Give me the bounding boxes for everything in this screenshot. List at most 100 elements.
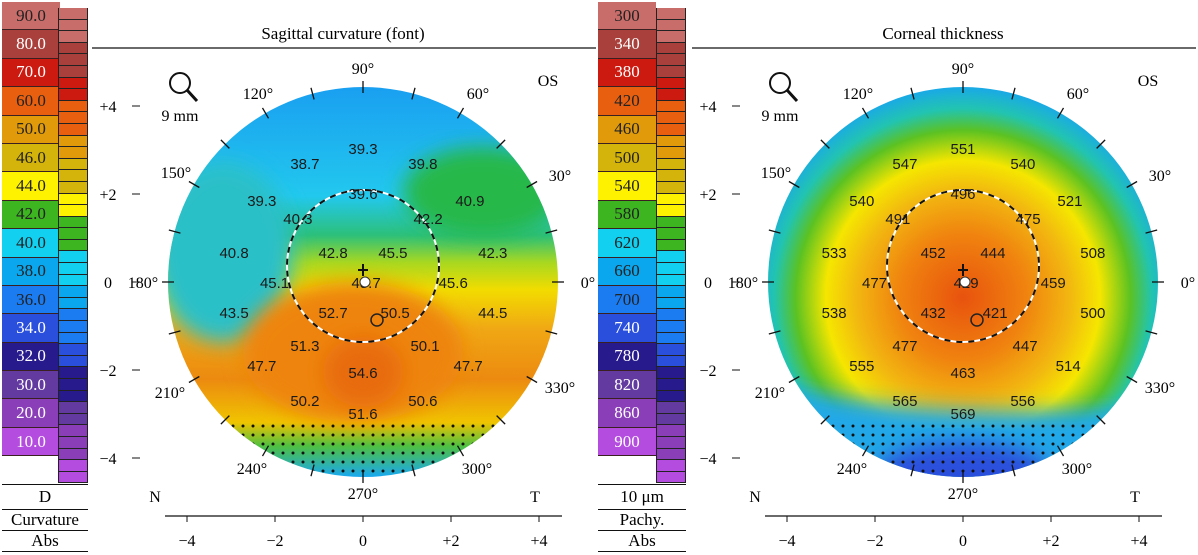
map-value: 496: [950, 186, 975, 203]
legend-swatch: 34.0: [2, 314, 60, 343]
scale-stripe: [656, 379, 686, 391]
legend-swatch: 300: [598, 2, 656, 31]
angle-tick: [220, 415, 230, 425]
angle-label: 30°: [549, 168, 571, 185]
thinnest-point-marker-icon: [970, 313, 984, 327]
angle-label: 180°: [728, 275, 758, 292]
y-tick-label: 0: [704, 275, 712, 292]
legend-mode: Abs: [31, 531, 59, 550]
angle-tick: [1126, 375, 1138, 384]
scale-stripe: [58, 379, 88, 391]
scale-stripe: [58, 123, 88, 136]
map-value: 508: [1080, 245, 1105, 262]
angle-tick: [1056, 107, 1065, 119]
angle-tick: [220, 139, 230, 149]
scale-stripe: [58, 344, 88, 356]
angle-label: 0°: [1181, 275, 1195, 292]
angle-tick: [168, 229, 181, 234]
angle-tick: [768, 229, 781, 234]
angle-label: 0°: [581, 275, 595, 292]
nasal-label: N: [149, 489, 161, 506]
scale-stripe: [58, 228, 88, 240]
legend-swatch: 10.0: [2, 427, 60, 457]
scale-stripe: [58, 193, 88, 206]
scale-stripe: [656, 344, 686, 356]
scale-stripe: [656, 112, 686, 124]
angle-tick: [1126, 180, 1138, 189]
map-value: 50.5: [381, 305, 410, 322]
legend-swatch: 38.0: [2, 257, 60, 286]
pupil-center-marker-icon: [358, 264, 368, 276]
angle-tick: [411, 87, 416, 100]
divider: [598, 530, 686, 531]
angle-tick: [788, 180, 800, 189]
map-value: 42.2: [414, 211, 443, 228]
scale-stripe: [656, 54, 686, 66]
angle-tick: [545, 229, 558, 234]
map-value: 538: [822, 305, 847, 322]
angle-tick: [788, 375, 800, 384]
temporal-label: T: [530, 489, 540, 506]
map-value: 40.3: [283, 211, 312, 228]
legend-swatch: 460: [598, 115, 656, 144]
legend-swatch: 820: [598, 371, 656, 400]
map-value: 54.6: [348, 365, 377, 382]
scale-stripe: [58, 65, 88, 78]
legend-swatch: 80.0: [2, 30, 60, 59]
scale-stripe: [58, 19, 88, 32]
scale-stripe: [656, 135, 686, 148]
angle-tick: [1096, 139, 1106, 149]
map-value: 514: [1056, 358, 1081, 375]
map-value: 421: [983, 305, 1008, 322]
legend-swatch: 20.0: [2, 399, 60, 428]
scale-stripe: [656, 42, 686, 55]
scale-stripe: [58, 205, 88, 217]
scale-stripe: [58, 216, 88, 229]
scale-stripe: [58, 436, 88, 449]
x-tick-label: 0: [359, 533, 367, 550]
scale-stripe: [656, 321, 686, 333]
scale-stripe: [58, 8, 88, 20]
map-value: 491: [885, 211, 910, 228]
scale-stripe: [58, 89, 88, 101]
angle-label: 90°: [952, 61, 974, 78]
y-tick-label: +2: [99, 187, 116, 204]
y-tick-label: +4: [99, 99, 116, 116]
temporal-label: T: [1130, 489, 1140, 506]
map-value: 45.5: [378, 245, 407, 262]
magnifier-icon: [169, 72, 191, 94]
map-value: 40.8: [219, 245, 248, 262]
angle-label: 210°: [155, 385, 185, 402]
scale-stripe: [656, 239, 686, 252]
divider: [598, 484, 686, 485]
angle-tick: [545, 330, 558, 335]
scale-stripe: [656, 123, 686, 136]
legend-swatch: 340: [598, 30, 656, 59]
y-tick-label: +4: [699, 99, 716, 116]
x-tick-label: +4: [530, 533, 547, 550]
angle-label: 300°: [462, 461, 492, 478]
scale-stripe: [58, 135, 88, 148]
angle-label: 150°: [161, 165, 191, 182]
map-value: 475: [1016, 211, 1041, 228]
scale-stripe: [58, 170, 88, 182]
eye-label: OS: [1138, 73, 1158, 90]
legend-swatch: 40.0: [2, 229, 60, 258]
scale-stripe: [656, 147, 686, 159]
angle-label: 60°: [1067, 86, 1089, 103]
legend-swatch: 30.0: [2, 371, 60, 400]
legend-swatch: 900: [598, 427, 656, 457]
scale-stripe: [656, 100, 686, 113]
y-tick-label: −4: [699, 451, 716, 468]
scale-stripe: [58, 471, 88, 484]
legend-swatch: 60.0: [2, 87, 60, 116]
divider: [598, 509, 686, 510]
map-value: 42.3: [478, 245, 507, 262]
map-title: Corneal thickness: [882, 24, 1003, 43]
map-value: 51.6: [348, 406, 377, 423]
legend-swatch: 420: [598, 87, 656, 116]
map-value: 447: [1013, 338, 1038, 355]
nasal-label: N: [749, 489, 761, 506]
map-value: 51.3: [290, 338, 319, 355]
angle-tick: [910, 464, 915, 477]
